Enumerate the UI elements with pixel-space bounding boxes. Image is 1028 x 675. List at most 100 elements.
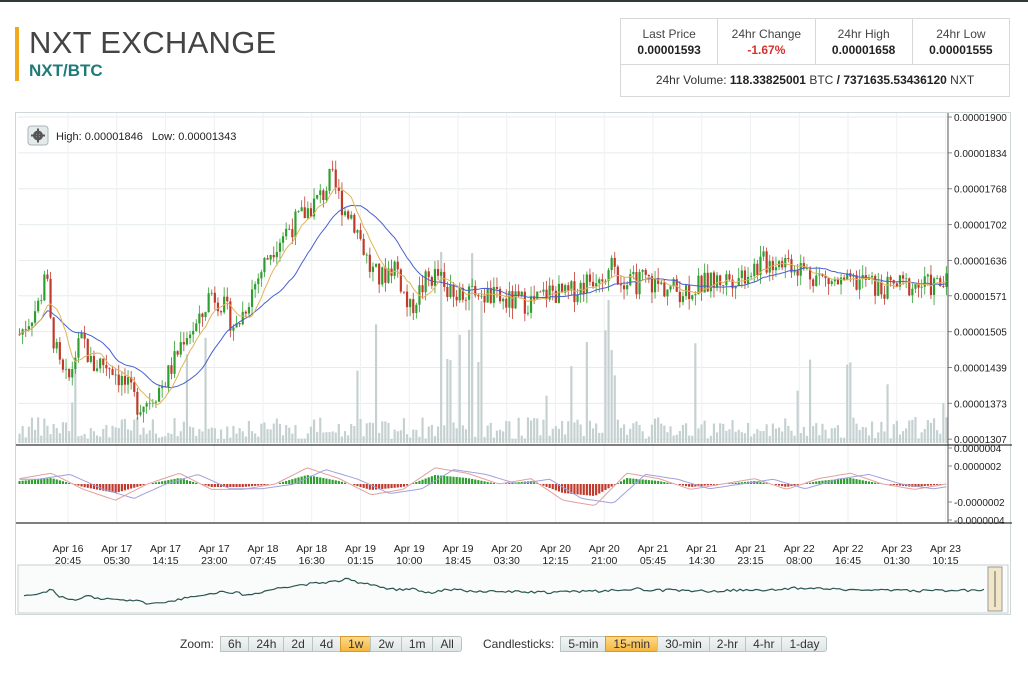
macd-bar [784,484,787,487]
candle-body [725,274,728,286]
volume-bar [64,422,68,443]
candle-button-30-min[interactable]: 30-min [657,636,710,652]
candle-button-1-day[interactable]: 1-day [781,636,828,652]
candle-body [886,276,889,299]
volume-bar [781,431,784,443]
volume-bar [216,438,220,443]
volume-bar [855,423,858,443]
volume-bar [89,428,92,443]
candle-body [238,323,241,325]
macd-bar [796,484,799,485]
macd-bar [356,484,359,487]
zoom-button-2d[interactable]: 2d [283,636,313,652]
candle-body [322,190,325,201]
macd-bar [709,484,712,486]
volume-bar [827,438,830,443]
volume-bar [601,432,604,443]
macd-bar [821,480,824,484]
macd-bar [533,482,536,484]
macd-bar [517,482,520,484]
candle-button-2-hr[interactable]: 2-hr [708,636,747,652]
navigator[interactable] [17,564,1009,614]
volume-bar [71,402,74,443]
candle-body [285,228,288,237]
volume-bar [260,423,263,443]
candle-body [108,368,111,370]
candle-button-15-min[interactable]: 15-min [605,636,659,652]
volume-bar [551,428,554,443]
candle-body [303,207,306,219]
settings-button[interactable] [27,125,49,146]
zoom-button-1w[interactable]: 1w [340,636,372,652]
volume-bar [567,421,570,443]
zoom-button-4d[interactable]: 4d [311,636,342,652]
candle-button-5-min[interactable]: 5-min [560,636,607,652]
candle-body [229,301,232,331]
macd-bar [433,475,437,484]
volume-bar [793,435,796,443]
candle-button-4-hr[interactable]: 4-hr [745,636,783,652]
candle-body [932,278,936,296]
macd-bar [650,480,654,484]
volume-bar [508,421,511,443]
zoom-button-1m[interactable]: 1m [400,636,434,652]
volume-bar [142,427,145,443]
x-tick-date: Apr 20 [491,543,522,555]
macd-bar [917,484,920,487]
candlestick-label: Candlesticks: [483,637,555,651]
volume-bar [384,421,387,443]
volume-bar [632,423,635,443]
candle-body [635,272,638,295]
macd-bar [316,476,319,484]
candle-body [343,211,347,216]
volume-bar [77,436,80,443]
volume-bar [68,431,71,443]
candle-body [64,368,68,370]
candle-body [719,275,722,286]
zoom-button-24h[interactable]: 24h [248,636,285,652]
volume-bar [564,434,567,443]
volume-bar [892,424,895,443]
chart-svg[interactable]: 0.00001900 0.00001834 0.00001768 0.00001702… [16,113,1012,616]
volume-bar [179,431,182,443]
volume-bar [303,438,306,443]
candle-body [542,289,545,292]
macd-bar [337,480,340,484]
volume-bar [46,425,49,443]
volume-bar [539,435,542,443]
volume-bar [650,424,654,443]
volume-bar [898,434,902,443]
chart-high: High: 0.00001846 [56,131,143,143]
macd-bar [52,478,55,484]
candle-body [846,273,849,280]
macd-bar [340,481,344,484]
macd-bar [808,482,812,484]
volume-bar [722,423,725,443]
volume-bar [399,430,402,443]
volume-bar [638,424,641,443]
zoom-button-All[interactable]: All [432,636,462,652]
price-chart[interactable]: 0.00001900 0.00001834 0.00001768 0.00001702… [15,112,1012,616]
macd-bar [77,484,80,486]
candle-body [914,283,917,289]
volume-bar [505,420,508,443]
candle-body [573,281,576,303]
zoom-button-2w[interactable]: 2w [370,636,402,652]
volume-bar [480,300,483,443]
macd-bar [452,476,455,484]
macd-bar [787,484,790,487]
macd-bar [21,480,24,484]
candle-body [244,311,247,314]
zoom-button-6h[interactable]: 6h [220,636,250,652]
candle-body [436,269,440,276]
candle-body [545,289,548,300]
candle-body [746,276,750,284]
volume-bar [148,430,151,443]
x-tick-time: 21:00 [591,555,617,567]
candle-body [353,214,356,233]
volume-bar [545,395,548,443]
macd-bar [855,479,858,484]
zoom-label: Zoom: [180,637,215,651]
macd-bar [120,484,123,492]
candle-body [712,272,716,288]
